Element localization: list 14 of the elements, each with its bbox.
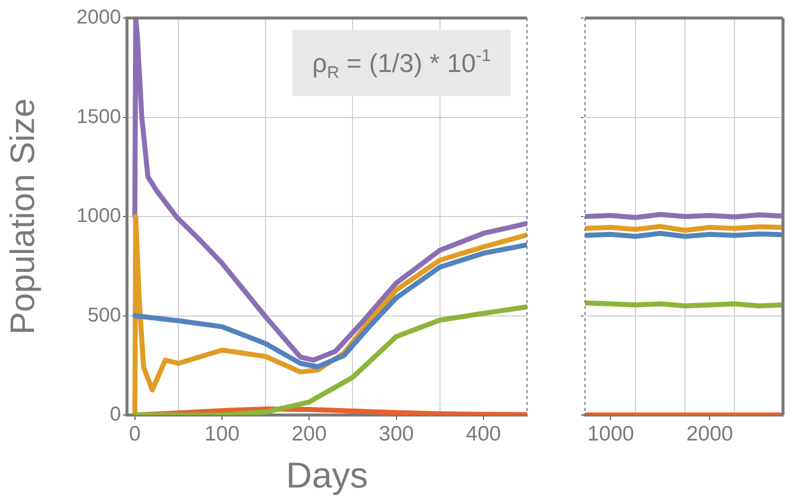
y-tick-label: 1500 [76, 106, 121, 128]
x-tick-label: 0 [129, 422, 141, 446]
y-tick-label: 0 [110, 404, 121, 426]
y-axis-title: Population Size [4, 98, 42, 335]
x-tick-label: 2000 [686, 422, 734, 446]
x-tick-label: 300 [378, 422, 414, 446]
x-tick-label: 100 [204, 422, 240, 446]
x-tick-label: 400 [466, 422, 501, 446]
y-tick-label: 1000 [76, 205, 121, 228]
y-tick-label: 500 [88, 304, 121, 326]
x-tick-label: 200 [292, 422, 327, 446]
y-tick-label: 2000 [76, 6, 121, 29]
x-tick-label: 1000 [587, 422, 634, 446]
x-axis-title: Days [286, 454, 368, 496]
